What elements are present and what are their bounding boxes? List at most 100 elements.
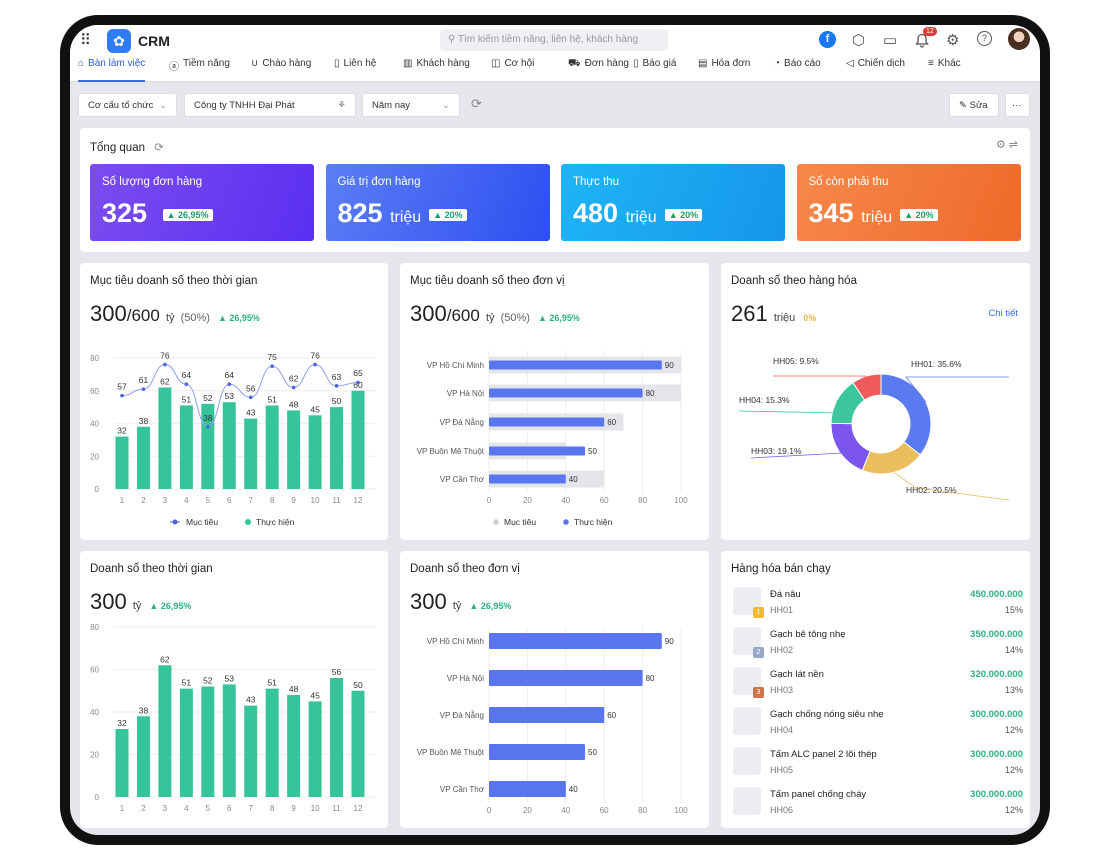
- kpi-card[interactable]: Số lượng đơn hàng 325 ▲ 26,95%: [90, 164, 314, 241]
- y-tick-label: 20: [90, 452, 99, 461]
- slice-label: HH02: 20.5%: [906, 485, 957, 495]
- nav-megaphone[interactable]: ◁ Chiến dịch: [846, 58, 905, 69]
- kpi-label: Số lượng đơn hàng: [102, 176, 203, 188]
- category-label: VP Cần Thơ: [440, 785, 485, 794]
- x-tick-label: 10: [311, 496, 320, 505]
- period-select[interactable]: Năm nay ⌄: [362, 93, 460, 117]
- bar-label: 90: [665, 361, 674, 370]
- bar: [265, 405, 279, 489]
- list-item[interactable]: 2 Gạch bê tông nhẹ HH02 350.000.000 14%: [733, 627, 1023, 661]
- list-item[interactable]: Tấm ALC panel 2 lõi thép HH05 300.000.000 1…: [733, 747, 1023, 781]
- actual-bar: [489, 360, 662, 370]
- line-label: 38: [203, 413, 213, 423]
- category-label: VP Đà Nẵng: [440, 711, 484, 720]
- rank-badge: 3: [753, 687, 764, 698]
- list-item[interactable]: 1 Đá nâu HH01 450.000.000 15%: [733, 587, 1023, 621]
- line-label: 76: [310, 351, 320, 361]
- settings-icon[interactable]: ⚙ ⇌: [995, 139, 1018, 151]
- product-pct: 15%: [1004, 605, 1023, 615]
- user-circle-icon: ⓐ: [169, 62, 179, 73]
- nav-building[interactable]: ▥ Khách hàng: [403, 58, 470, 69]
- bar: [244, 418, 258, 489]
- bar-label: 48: [289, 399, 299, 409]
- x-tick-label: 12: [354, 804, 363, 813]
- legend-marker-actual: [245, 519, 251, 525]
- bar-label: 60: [353, 380, 363, 390]
- apps-grid-icon[interactable]: ⠿: [80, 32, 91, 49]
- line-point: [270, 364, 274, 368]
- kpi-card[interactable]: Giá trị đơn hàng 825 triệu ▲ 20%: [325, 164, 550, 241]
- edit-button[interactable]: ✎ Sửa: [949, 93, 999, 117]
- x-tick-label: 11: [332, 804, 341, 813]
- detail-link[interactable]: Chi tiết: [988, 308, 1018, 319]
- category-label: VP Hà Nội: [447, 674, 484, 683]
- product-name: Tấm ALC panel 2 lõi thép: [770, 749, 877, 760]
- gear-icon[interactable]: ⚙: [946, 32, 960, 49]
- x-tick-label: 20: [523, 496, 532, 505]
- bar: [115, 436, 129, 489]
- company-select[interactable]: Công ty TNHH Đại Phát ⚘: [184, 93, 356, 117]
- rank-badge: 2: [753, 647, 764, 658]
- kpi-card[interactable]: Số còn phải thu 345 triệu ▲ 20%: [796, 164, 1021, 241]
- list-item[interactable]: 3 Gạch lát nền HH03 320.000.000 13%: [733, 667, 1023, 701]
- cube-icon[interactable]: ⬡: [852, 32, 866, 49]
- x-tick-label: 2: [141, 804, 146, 813]
- nav-bag[interactable]: ◫ Cơ hội: [491, 58, 535, 69]
- refresh-icon[interactable]: ⟳: [154, 142, 164, 154]
- refresh-icon[interactable]: ⟳: [471, 96, 482, 111]
- change-badge: ▲ 20%: [429, 208, 467, 221]
- nav-invoice[interactable]: ▤ Hóa đơn: [698, 58, 751, 69]
- help-icon[interactable]: ?: [977, 31, 992, 46]
- facebook-icon[interactable]: f: [819, 31, 836, 48]
- x-tick-label: 6: [227, 804, 232, 813]
- product-code: HH06: [770, 805, 794, 815]
- leader-line: [905, 376, 1009, 403]
- change-badge: ▲ 26,95%: [162, 208, 213, 221]
- nav-user-circle[interactable]: ⓐ Tiềm năng: [169, 58, 230, 73]
- nav-quote[interactable]: ▯ Báo giá: [633, 58, 677, 69]
- x-tick-label: 5: [206, 496, 211, 505]
- change-badge: ▲ 20%: [900, 208, 938, 221]
- x-tick-label: 4: [184, 496, 189, 505]
- nav-magnet[interactable]: ∪ Chào hàng: [251, 58, 312, 69]
- y-tick-label: 20: [90, 751, 99, 760]
- card-best-sellers: Hàng hóa bán chạy 1 Đá nâu HH01 450.000.000…: [721, 551, 1030, 828]
- product-pct: 12%: [1004, 805, 1023, 815]
- nav-contact[interactable]: ▯ Liên hệ: [334, 58, 377, 69]
- bar-label: 32: [117, 718, 127, 728]
- card-sales-time: Doanh số theo thời gian 300 tỷ ▲ 26,95% 0…: [80, 551, 388, 828]
- kpi-card[interactable]: Thực thu 480 triệu ▲ 20%: [561, 164, 785, 241]
- search-input[interactable]: ⚲ Tìm kiếm tiềm năng, liên hệ, khách hàn…: [440, 29, 668, 51]
- org-tree-icon: ⚘: [337, 100, 346, 111]
- x-tick-label: 7: [249, 804, 254, 813]
- line-label: 75: [267, 352, 277, 362]
- nav-cart[interactable]: ⛟ Đơn hàng: [568, 58, 629, 69]
- nav-home[interactable]: ⌂ Bàn làm việc: [78, 58, 146, 82]
- x-tick-label: 1: [120, 496, 125, 505]
- nav-menu[interactable]: ≡ Khác: [928, 58, 961, 69]
- y-tick-label: 80: [90, 623, 99, 632]
- line-point: [141, 387, 146, 391]
- line-label: 64: [225, 370, 235, 380]
- more-button[interactable]: ···: [1005, 93, 1030, 117]
- overview-card: Tổng quan ⟳ ⚙ ⇌ Số lượng đơn hàng 325 ▲ 2…: [80, 128, 1030, 252]
- bar-label: 56: [332, 667, 342, 677]
- calendar-icon[interactable]: ▭: [883, 32, 898, 49]
- x-tick-label: 3: [163, 496, 168, 505]
- bar-label: 53: [225, 673, 235, 683]
- bar-label: 48: [289, 684, 299, 694]
- list-item[interactable]: Tấm panel chống cháy HH06 300.000.000 12%: [733, 787, 1023, 821]
- user-avatar[interactable]: [1008, 28, 1030, 50]
- list-item[interactable]: Gạch chống nóng siêu nhẹ HH04 300.000.000 1…: [733, 707, 1023, 741]
- leader-line: [738, 400, 840, 414]
- product-name: Gạch chống nóng siêu nhẹ: [770, 709, 884, 720]
- product-code: HH05: [770, 765, 794, 775]
- y-tick-label: 0: [95, 793, 100, 802]
- menu-icon: ≡: [928, 58, 934, 69]
- bar-label: 53: [225, 391, 235, 401]
- nav-pie[interactable]: ◔ Báo cáo: [774, 58, 821, 69]
- org-structure-select[interactable]: Cơ cấu tổ chức ⌄: [78, 93, 177, 117]
- bar-label: 80: [646, 389, 655, 398]
- bar-label: 51: [267, 394, 277, 404]
